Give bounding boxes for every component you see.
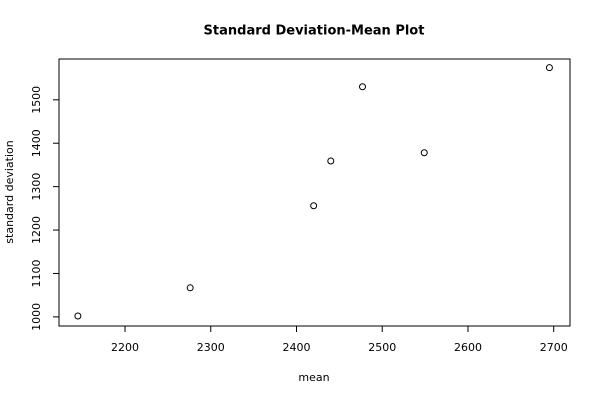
- chart-title: Standard Deviation-Mean Plot: [204, 24, 425, 39]
- x-axis-label: mean: [298, 371, 329, 384]
- x-tick-label: 2500: [368, 341, 396, 354]
- y-axis-label: standard deviation: [3, 140, 16, 243]
- point: [186, 284, 194, 292]
- point: [310, 202, 318, 210]
- y-tick-label: 1100: [30, 259, 43, 287]
- x-tick-label: 2400: [282, 341, 310, 354]
- point: [359, 83, 367, 91]
- y-tick-label: 1300: [30, 173, 43, 201]
- y-tick-label: 1200: [30, 216, 43, 244]
- x-tick-label: 2700: [540, 341, 568, 354]
- x-tick-label: 2600: [454, 341, 482, 354]
- point: [74, 312, 82, 320]
- x-tick-label: 2200: [111, 341, 139, 354]
- y-tick-label: 1400: [30, 129, 43, 157]
- y-tick-label: 1500: [30, 86, 43, 114]
- x-tick-label: 2300: [197, 341, 225, 354]
- point: [420, 149, 428, 157]
- plot-frame: [58, 58, 571, 327]
- y-tick-label: 1000: [30, 303, 43, 331]
- point: [545, 64, 553, 72]
- point: [327, 157, 335, 165]
